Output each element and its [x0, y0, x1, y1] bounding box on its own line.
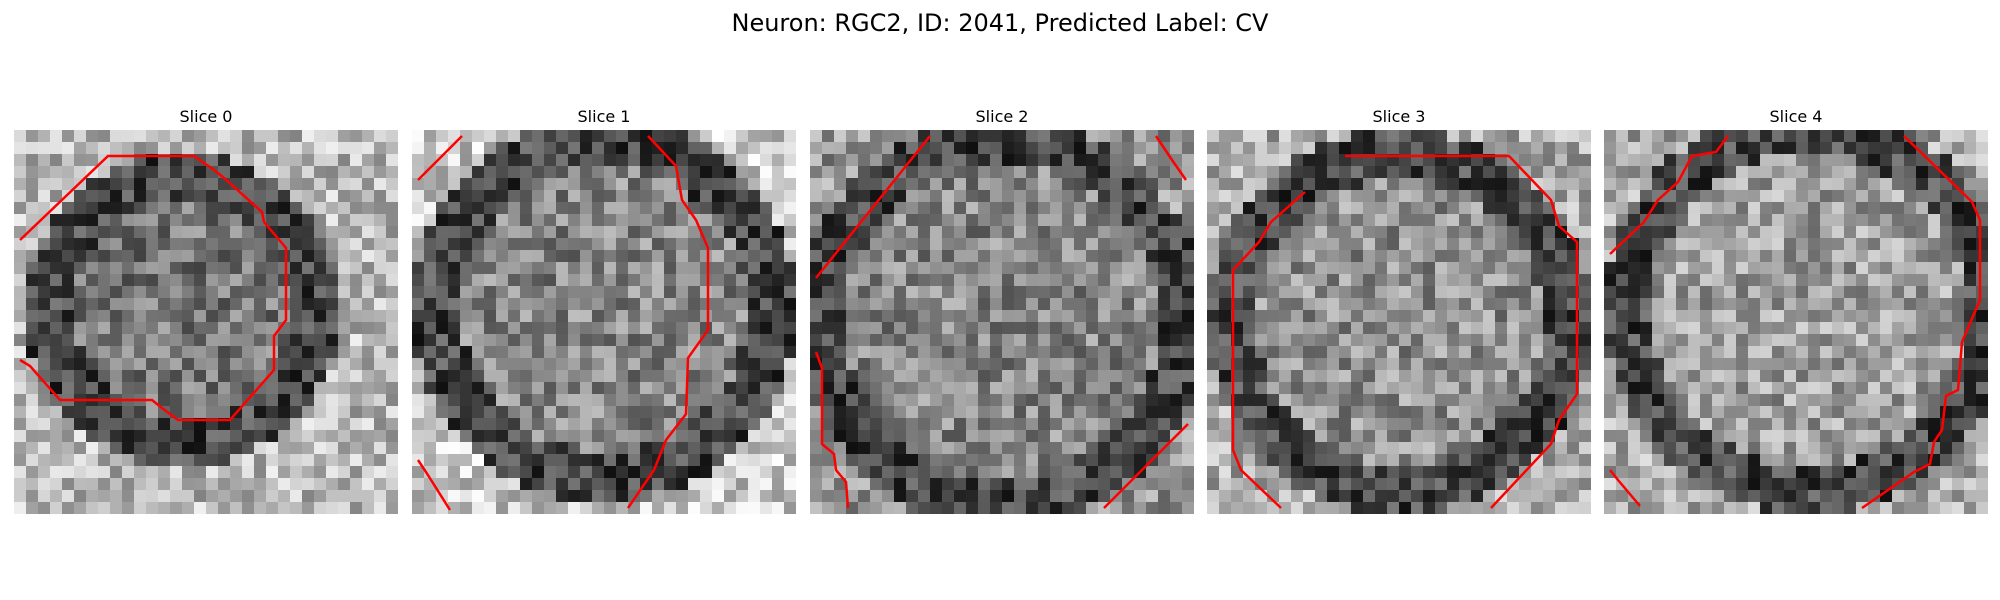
slice-title-3: Slice 3	[1372, 107, 1426, 126]
contour-line	[1231, 191, 1306, 509]
contour-line	[626, 135, 710, 509]
contour-line	[814, 351, 850, 509]
slice-image-1	[412, 130, 796, 514]
slice-title-0: Slice 0	[179, 107, 233, 126]
slice-panel-4: Slice 4	[1604, 106, 1988, 514]
slice-title-1: Slice 1	[577, 107, 631, 126]
slice-title-2: Slice 2	[975, 107, 1029, 126]
pixel-grid	[1604, 130, 1988, 514]
slice-panel-1: Slice 1	[412, 106, 796, 514]
pixel-grid	[1207, 130, 1591, 514]
contour-line	[417, 135, 463, 181]
slice-panel-0: Slice 0	[14, 106, 398, 514]
figure-title: Neuron: RGC2, ID: 2041, Predicted Label:…	[731, 9, 1269, 37]
contour-line	[1345, 154, 1579, 509]
contour-line	[1103, 423, 1189, 509]
slice-image-0	[14, 130, 398, 514]
slice-image-2	[810, 130, 1194, 514]
slice-title-4: Slice 4	[1769, 107, 1823, 126]
slice-image-3	[1207, 130, 1591, 514]
pixel-grid	[412, 130, 796, 514]
contour-line	[815, 135, 931, 279]
pixel-grid	[14, 130, 398, 514]
contour-line	[416, 459, 452, 511]
contour-line	[1609, 135, 1729, 255]
pixel-grid	[810, 130, 1194, 514]
slice-panel-2: Slice 2	[810, 106, 1194, 514]
contour-line	[1609, 469, 1641, 507]
contour-line	[19, 154, 288, 422]
slice-panel-3: Slice 3	[1207, 106, 1591, 514]
slice-image-4	[1604, 130, 1988, 514]
contour-line	[1154, 135, 1188, 181]
contour-line	[1861, 135, 1982, 510]
